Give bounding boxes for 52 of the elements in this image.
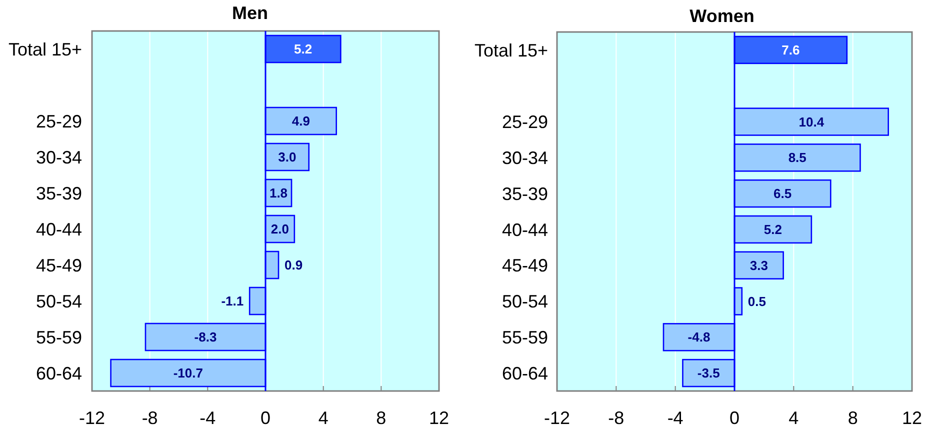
x-tick-label: -4 — [200, 408, 216, 428]
data-label: -1.1 — [221, 294, 244, 309]
x-tick-label: -8 — [142, 408, 158, 428]
x-tick-label: 4 — [788, 408, 799, 428]
y-tick-label: 50-54 — [502, 292, 548, 312]
y-tick-label: 60-64 — [36, 363, 82, 384]
y-tick-label: 55-59 — [36, 327, 82, 348]
x-tick-label: -4 — [667, 408, 684, 428]
x-tick-label: 8 — [848, 408, 858, 428]
data-label: 1.8 — [269, 186, 288, 201]
y-tick-label: Total 15+ — [474, 40, 548, 60]
data-label: -10.7 — [173, 366, 203, 381]
data-label: 3.3 — [750, 258, 768, 273]
y-tick-label: 35-39 — [502, 184, 548, 204]
y-tick-label: 60-64 — [502, 363, 548, 384]
y-tick-label: 45-49 — [36, 255, 82, 276]
y-tick-label: 45-49 — [502, 256, 548, 276]
y-tick-label: 40-44 — [36, 219, 82, 240]
x-tick-label: 4 — [318, 408, 328, 428]
y-tick-label: 25-29 — [502, 112, 548, 132]
x-tick-label: -12 — [544, 408, 570, 428]
y-tick-label: 30-34 — [36, 147, 82, 168]
y-tick-label: 40-44 — [502, 220, 548, 240]
data-label: 3.0 — [278, 150, 296, 165]
x-tick-label: -8 — [608, 408, 624, 428]
y-tick-label: 35-39 — [36, 183, 82, 204]
chart-title: Men — [232, 3, 268, 23]
data-label: 2.0 — [270, 222, 289, 237]
x-tick-label: -12 — [78, 408, 106, 428]
x-tick-label: 12 — [428, 408, 450, 428]
y-tick-label: Total 15+ — [8, 39, 82, 60]
data-label: 7.6 — [782, 42, 800, 58]
x-tick-label: 0 — [729, 408, 740, 428]
data-label: 5.2 — [294, 42, 312, 57]
y-tick-label: 55-59 — [502, 327, 548, 348]
x-tick-label: 12 — [902, 408, 922, 428]
y-tick-label: 25-29 — [36, 111, 82, 132]
y-tick-label: 50-54 — [36, 291, 82, 312]
data-label: 10.4 — [798, 114, 825, 130]
data-label: -4.8 — [688, 330, 710, 345]
data-label: 4.9 — [292, 114, 310, 129]
data-label: 5.2 — [764, 222, 782, 237]
y-tick-label: 30-34 — [502, 148, 548, 168]
x-tick-label: 0 — [260, 408, 271, 428]
data-label: -8.3 — [194, 330, 217, 345]
data-label: 0.9 — [284, 258, 303, 273]
chart-title: Women — [690, 6, 754, 26]
data-label: 8.5 — [788, 150, 806, 166]
data-label: 0.5 — [748, 294, 766, 309]
data-label: 6.5 — [774, 186, 792, 202]
x-tick-label: 8 — [376, 408, 386, 428]
data-label: -3.5 — [697, 366, 720, 381]
